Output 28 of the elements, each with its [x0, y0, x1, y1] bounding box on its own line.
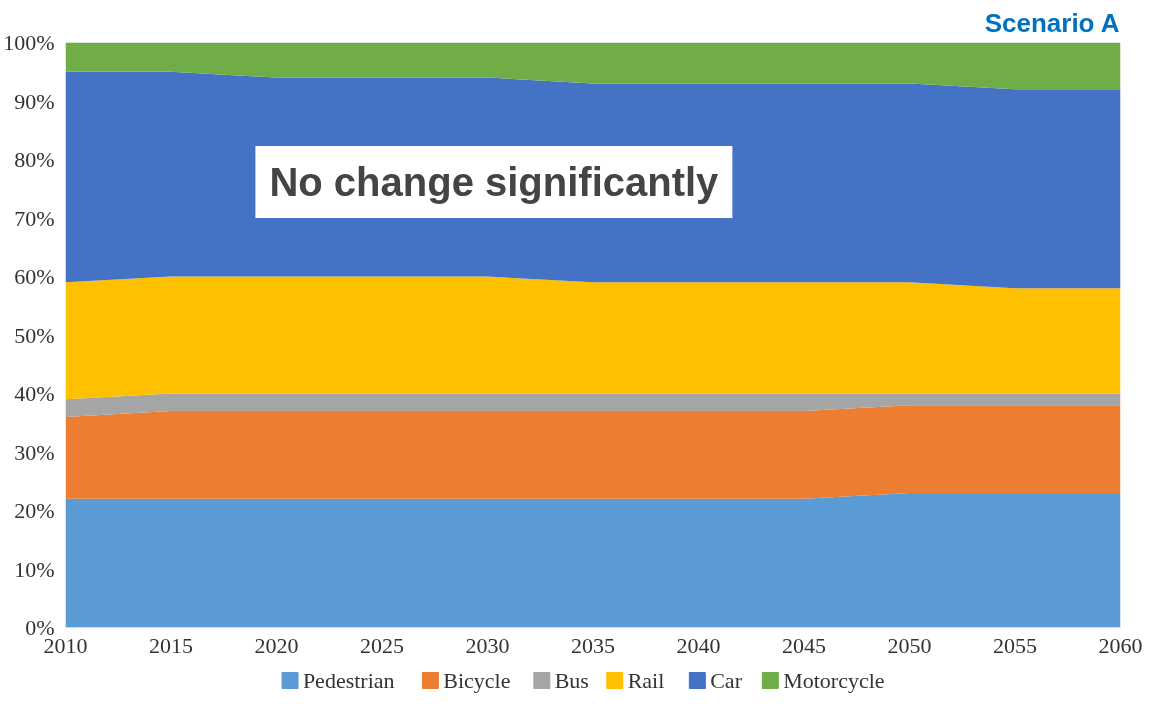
x-tick-label: 2055 — [993, 632, 1037, 658]
legend-label: Car — [710, 668, 743, 693]
y-tick-label: 90% — [14, 88, 55, 114]
x-tick-label: 2040 — [676, 632, 721, 658]
y-tick-label: 80% — [14, 147, 55, 172]
x-tick-label: 2025 — [360, 632, 404, 658]
y-tick-label: 70% — [14, 205, 55, 231]
legend-label: Rail — [627, 668, 665, 693]
y-tick-label: 40% — [14, 381, 55, 406]
legend-label: Motorcycle — [783, 668, 885, 693]
x-tick-label: 2030 — [465, 632, 510, 658]
y-tick-label: 100% — [3, 30, 55, 55]
x-tick-label: 2035 — [571, 632, 615, 658]
y-tick-label: 60% — [14, 264, 55, 289]
x-tick-label: 2020 — [254, 632, 299, 658]
x-tick-label: 2015 — [149, 632, 193, 658]
legend-label: Pedestrian — [302, 668, 395, 693]
chart-title: Scenario A — [984, 7, 1120, 38]
legend-label: Bicycle — [443, 668, 511, 693]
x-tick-label: 2060 — [1098, 632, 1143, 658]
y-tick-label: 10% — [14, 556, 55, 582]
x-tick-label: 2045 — [782, 632, 826, 658]
y-tick-label: 20% — [14, 498, 55, 523]
y-tick-label: 30% — [14, 439, 55, 465]
y-tick-label: 50% — [14, 322, 55, 348]
legend-label: Bus — [554, 668, 589, 693]
annotation: No change significantly — [269, 160, 720, 204]
x-tick-label: 2050 — [887, 632, 932, 658]
